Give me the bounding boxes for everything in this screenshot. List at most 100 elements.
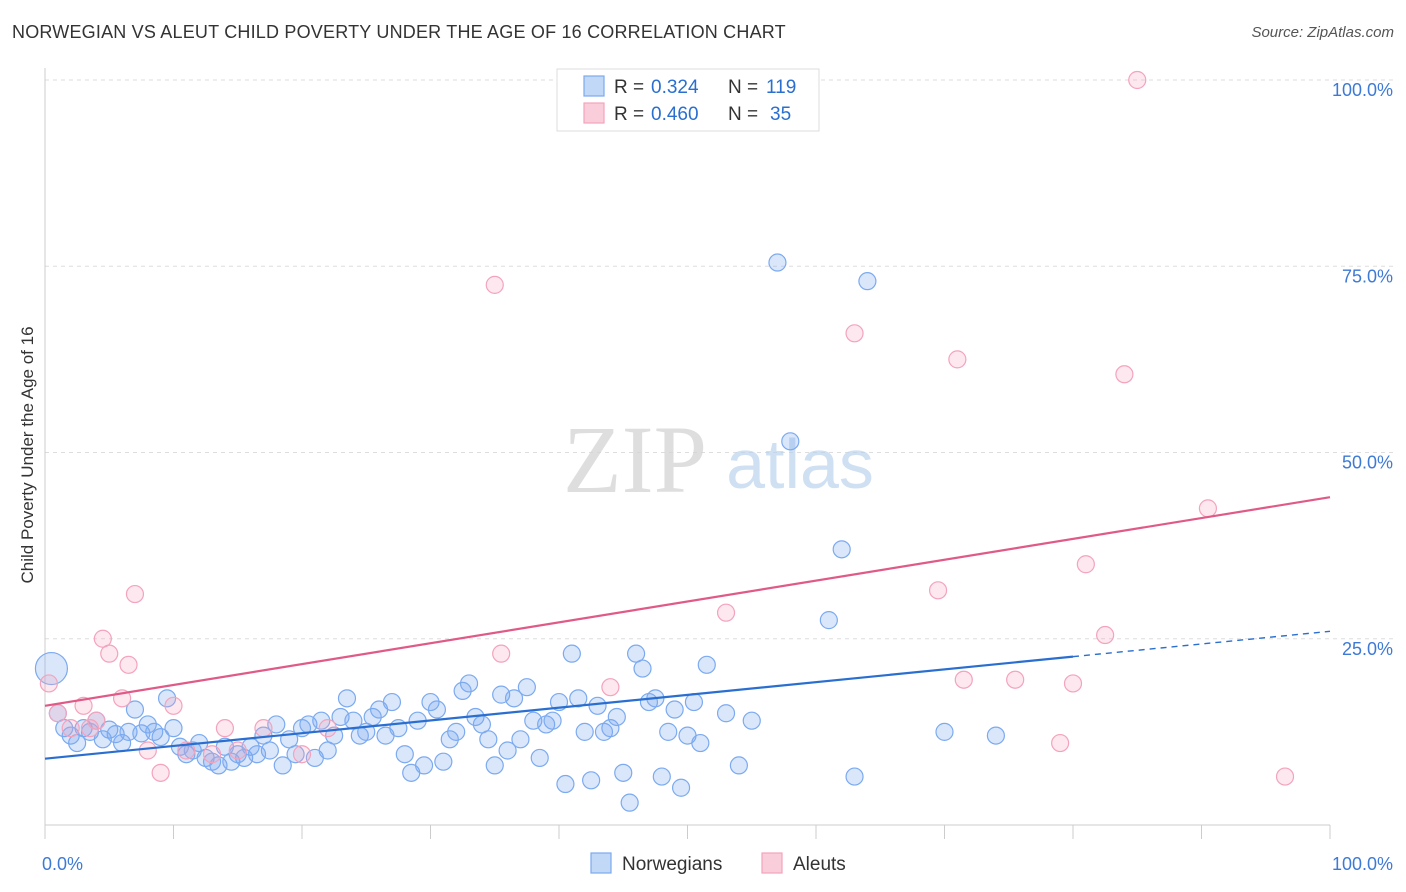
stats-r-value-aleuts: 0.460: [651, 104, 699, 125]
stats-r-label-norwegians: R =: [614, 77, 644, 98]
norwegian-point: [453, 681, 472, 701]
aleut-point: [254, 719, 273, 738]
norwegian-point: [614, 763, 633, 782]
norwegian-point: [164, 719, 183, 738]
norwegian-point: [716, 704, 736, 723]
aleut-point: [151, 763, 170, 782]
legend-label-aleuts: Aleuts: [793, 854, 846, 875]
norwegian-point: [273, 756, 292, 775]
norwegian-point: [768, 253, 787, 272]
norwegian-point: [684, 692, 704, 712]
stats-r-label-aleuts: R =: [614, 104, 644, 125]
aleut-point: [601, 678, 620, 697]
norwegian-point: [427, 700, 447, 719]
norwegian-point: [986, 726, 1006, 745]
aleut-point: [954, 670, 973, 689]
norwegian-point: [935, 722, 954, 741]
norwegian-point: [479, 730, 498, 749]
aleut-point: [1096, 625, 1115, 645]
axes: [44, 68, 1331, 839]
stats-swatch-norwegians: [583, 75, 605, 97]
norwegian-point: [781, 432, 800, 451]
norwegian-point: [742, 711, 761, 730]
aleut-point: [1275, 767, 1295, 786]
aleut-point: [39, 674, 58, 693]
norwegian-point: [382, 692, 402, 712]
norwegian-point: [414, 756, 434, 775]
norwegian-point: [138, 715, 157, 734]
norwegian-point: [485, 756, 504, 775]
norwegian-point: [151, 727, 170, 747]
norwegian-point: [697, 655, 716, 674]
y-tick-label: 75.0%: [1342, 266, 1393, 286]
norwegian-point: [447, 722, 466, 741]
norwegian-point: [543, 711, 562, 730]
norwegian-point: [601, 719, 620, 738]
aleut-point: [87, 711, 106, 730]
norwegian-point: [517, 678, 536, 697]
aleut-point: [215, 719, 234, 738]
norwegian-point: [588, 696, 607, 715]
norwegian-point: [459, 674, 479, 693]
aleut-point: [716, 603, 736, 622]
norwegian-point: [652, 767, 671, 786]
aleut-point: [177, 741, 196, 760]
aleut-point: [845, 324, 864, 343]
legend-swatch-aleuts: [761, 852, 783, 874]
aleut-point: [1063, 674, 1083, 693]
aleut-point: [61, 719, 80, 738]
trend-lines: [44, 496, 1331, 760]
aleut-point: [74, 696, 93, 715]
aleut-point: [1051, 733, 1070, 753]
aleut-trend-line: [44, 496, 1331, 707]
norwegian-point: [665, 700, 684, 719]
watermark-zip: ZIP: [563, 406, 707, 513]
norwegian-trend-line: [44, 655, 1074, 760]
norwegian-point: [530, 748, 549, 768]
norwegian-point: [858, 272, 877, 291]
y-tick-label: 100.0%: [1332, 80, 1393, 100]
norwegian-point: [582, 771, 601, 790]
watermark-atlas: atlas: [726, 425, 874, 503]
stats-n-label-norwegians: N =: [728, 77, 758, 98]
source-label: Source: ZipAtlas.com: [1251, 24, 1394, 41]
aleut-point: [80, 719, 100, 738]
norwegian-point: [395, 745, 414, 764]
x-tick-label: 0.0%: [42, 854, 83, 874]
aleut-point: [138, 741, 157, 760]
norwegian-point: [125, 700, 145, 719]
stats-n-label-aleuts: N =: [728, 104, 758, 125]
aleut-point: [202, 745, 222, 764]
stats-r-value-norwegians: 0.324: [651, 77, 699, 98]
chart-title: NORWEGIAN VS ALEUT CHILD POVERTY UNDER T…: [12, 22, 786, 42]
aleut-point: [119, 655, 138, 674]
norwegian-point: [562, 644, 581, 663]
norwegian-point: [504, 689, 524, 708]
x-tick-label: 100.0%: [1332, 854, 1393, 874]
aleut-point: [164, 696, 183, 715]
norwegian-point: [498, 741, 517, 760]
norwegian-point: [337, 689, 357, 708]
legend-label-norwegians: Norwegians: [622, 854, 722, 875]
aleut-point: [928, 581, 948, 600]
data-points: [34, 70, 1295, 812]
series-legend: Norwegians Aleuts: [590, 852, 846, 875]
norwegian-point: [659, 722, 678, 741]
norwegian-point: [440, 730, 459, 749]
norwegian-point: [286, 745, 305, 764]
norwegian-point: [819, 611, 838, 630]
norwegian-point: [671, 778, 691, 797]
norwegian-point: [312, 711, 331, 730]
stats-swatch-aleuts: [583, 102, 605, 124]
aleut-point: [125, 584, 145, 604]
aleut-point: [292, 745, 312, 764]
aleut-point: [228, 741, 247, 760]
norwegian-point: [620, 793, 639, 812]
aleut-point: [1076, 555, 1095, 574]
aleut-point: [1006, 670, 1025, 689]
aleut-point: [318, 719, 337, 738]
y-tick-label: 50.0%: [1342, 453, 1393, 473]
y-tick-label: 25.0%: [1342, 639, 1393, 659]
stats-n-value-aleuts: 35: [770, 104, 791, 125]
